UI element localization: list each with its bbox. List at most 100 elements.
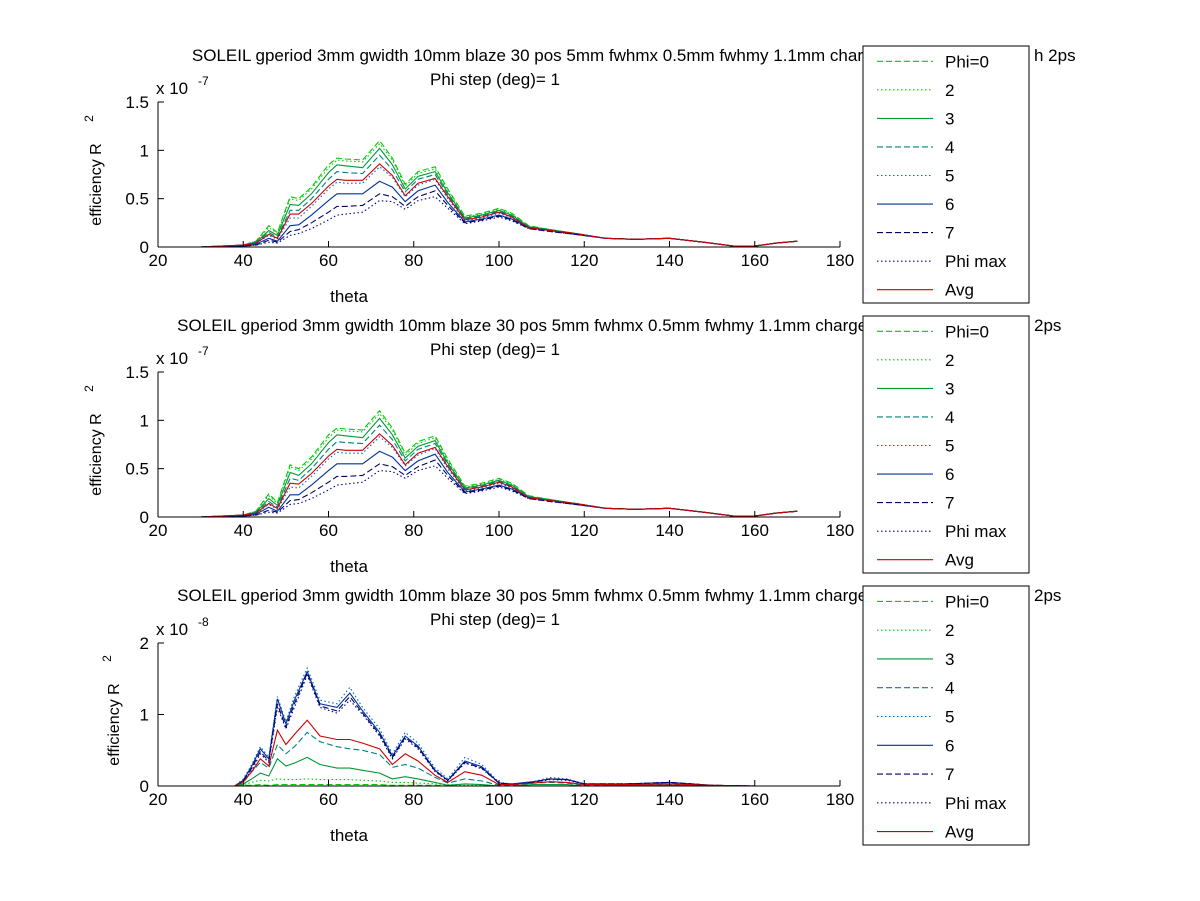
plot2-x-tick-label: 40 <box>234 521 253 540</box>
plot2-y-exponent-base: x 10 <box>156 349 188 368</box>
plot2-y-axis-label: efficiency R <box>88 413 105 495</box>
plot3-y-tick-label: 2 <box>140 634 149 653</box>
plot2-axes-area <box>158 372 840 517</box>
plot1-y-tick-label: 1 <box>140 141 149 160</box>
plot1-axes-area <box>158 102 840 247</box>
plot2-series-line-9 <box>200 433 798 518</box>
plot3-x-tick-label: 40 <box>234 790 253 809</box>
plot2-y-exponent-power: -7 <box>198 344 209 358</box>
plot1-series-line-9 <box>200 163 798 248</box>
plot3-x-tick-label: 60 <box>319 790 338 809</box>
plot3-series-line-8 <box>200 673 798 787</box>
plot3-legend-box <box>862 585 1030 846</box>
plot1-title-tail: h 2ps <box>1034 46 1076 65</box>
plot2-legend-label-8: Phi max <box>945 522 1007 541</box>
plot3-series-line-9 <box>200 719 798 787</box>
plot2-legend: Phi=0 2 3 4 5 6 7 Phi max Avg <box>862 315 1030 574</box>
plot2-y-tick-label: 1.5 <box>125 363 149 382</box>
plot3-y-exponent-base: x 10 <box>156 620 188 639</box>
plot1-subtitle: Phi step (deg)= 1 <box>430 70 560 89</box>
plot2-legend-label-1: Phi=0 <box>945 322 989 341</box>
plot1-chart: 20 40 60 80 100 120 140 160 180 0 0.5 1 1.5 x 10 -7 the… <box>82 46 1076 306</box>
plot2-x-tick-label: 180 <box>826 521 854 540</box>
plot2-title-tail: 2ps <box>1034 316 1061 335</box>
plot3-legend-label-6: 6 <box>945 736 954 755</box>
plot1-y-tick-label: 1.5 <box>125 93 149 112</box>
plot3-x-tick-label: 80 <box>404 790 423 809</box>
plot2-legend-label-7: 7 <box>945 494 954 513</box>
plot3-axes-area <box>158 643 840 786</box>
plot1-title: SOLEIL gperiod 3mm gwidth 10mm blaze 30 … <box>192 46 896 65</box>
plot3-legend-label-1: Phi=0 <box>945 592 989 611</box>
plot2-x-axis-label: theta <box>330 557 368 576</box>
plot2-legend-label-4: 4 <box>945 408 954 427</box>
plot2-x-tick-label: 140 <box>655 521 683 540</box>
plot2-legend-label-2: 2 <box>945 351 954 370</box>
plot3-title-tail: 2ps <box>1034 586 1061 605</box>
plot1-y-exponent-base: x 10 <box>156 79 188 98</box>
plot3-subtitle: Phi step (deg)= 1 <box>430 610 560 629</box>
plot3-y-tick-label: 0 <box>140 777 149 796</box>
plot3-chart: 20 40 60 80 100 120 140 160 180 0 1 2 x 10 -8 theta eff… <box>100 586 1061 845</box>
plot3-x-axis-label: theta <box>330 826 368 845</box>
plot1-x-tick-label: 60 <box>319 251 338 270</box>
plot2-y-axis-label-sup: 2 <box>82 385 96 392</box>
plot2-legend-label-3: 3 <box>945 379 954 398</box>
plot2-y-tick-label: 1 <box>140 411 149 430</box>
plot1-y-axis-label-sup: 2 <box>82 115 96 122</box>
plot2-chart: 20 40 60 80 100 120 140 160 180 0 0.5 1 1.5 x 10 -7 the… <box>82 316 1061 576</box>
plot1-x-axis-label: theta <box>330 287 368 306</box>
plot3-legend-label-5: 5 <box>945 708 954 727</box>
plot1-legend-label-7: 7 <box>945 224 954 243</box>
plot2-x-tick-label: 100 <box>485 521 513 540</box>
plot1-x-tick-label: 20 <box>149 251 168 270</box>
plot2-legend-box <box>862 315 1030 574</box>
plot1-y-axis-label: efficiency R <box>88 143 105 225</box>
plot3-x-tick-label: 160 <box>741 790 769 809</box>
plot2-x-tick-label: 60 <box>319 521 338 540</box>
plot3-series-line-4 <box>200 731 798 787</box>
plot1-x-tick-label: 100 <box>485 251 513 270</box>
plot1-legend-label-2: 2 <box>945 81 954 100</box>
plot3-legend-label-9: Avg <box>945 823 974 842</box>
plot2-subtitle: Phi step (deg)= 1 <box>430 340 560 359</box>
plot2-x-tick-label: 120 <box>570 521 598 540</box>
plot3-x-tick-label: 140 <box>655 790 683 809</box>
plot1-x-tick-label: 80 <box>404 251 423 270</box>
plot2-title: SOLEIL gperiod 3mm gwidth 10mm blaze 30 … <box>177 316 891 335</box>
plot3-legend-label-8: Phi max <box>945 794 1007 813</box>
plot2-y-tick-label: 0 <box>140 508 149 527</box>
plot3-x-tick-label: 120 <box>570 790 598 809</box>
plot1-x-tick-label: 120 <box>570 251 598 270</box>
plot1-legend-label-4: 4 <box>945 138 954 157</box>
plot2-legend-label-9: Avg <box>945 551 974 570</box>
plot3-y-axis-label-sup: 2 <box>100 655 114 662</box>
plot1-legend-label-5: 5 <box>945 167 954 186</box>
plot2-y-tick-label: 0.5 <box>125 460 149 479</box>
plot3-y-axis-label: efficiency R <box>106 683 123 765</box>
plot3-legend-label-7: 7 <box>945 765 954 784</box>
plot3-y-exponent-power: -8 <box>198 615 209 629</box>
plot3-title: SOLEIL gperiod 3mm gwidth 10mm blaze 30 … <box>177 586 891 605</box>
plot1-legend-label-6: 6 <box>945 195 954 214</box>
plot3-x-tick-label: 20 <box>149 790 168 809</box>
plot1-legend-label-1: Phi=0 <box>945 52 989 71</box>
plot1-y-tick-label: 0.5 <box>125 190 149 209</box>
plot3-legend-label-2: 2 <box>945 621 954 640</box>
plot3-y-tick-label: 1 <box>140 706 149 725</box>
plot1-x-tick-label: 40 <box>234 251 253 270</box>
plot1-x-tick-label: 160 <box>741 251 769 270</box>
plot3-legend-label-3: 3 <box>945 650 954 669</box>
plot1-x-tick-label: 140 <box>655 251 683 270</box>
plot1-y-tick-label: 0 <box>140 238 149 257</box>
plot1-legend: Phi=0 2 3 4 5 6 7 Phi max Avg <box>862 45 1030 304</box>
plot2-x-tick-label: 160 <box>741 521 769 540</box>
plot2-x-tick-label: 20 <box>149 521 168 540</box>
plot3-legend: Phi=0 2 3 4 5 6 7 Phi max Avg <box>862 585 1030 846</box>
plot1-series-line-2 <box>200 142 798 248</box>
plot1-x-tick-label: 180 <box>826 251 854 270</box>
plot3-x-tick-label: 100 <box>485 790 513 809</box>
plot2-x-tick-label: 80 <box>404 521 423 540</box>
plot2-legend-label-5: 5 <box>945 437 954 456</box>
